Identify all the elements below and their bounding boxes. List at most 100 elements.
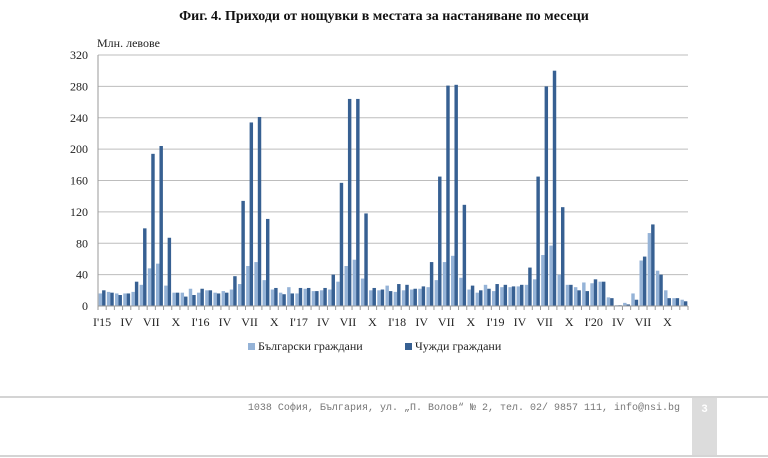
bar-foreign [315, 291, 319, 306]
y-tick-label: 280 [70, 79, 88, 93]
bar-bulgarian [434, 280, 439, 306]
bar-foreign [233, 276, 237, 306]
x-tick-label: X [172, 315, 181, 329]
x-tick-label: IV [415, 315, 428, 329]
bar-foreign [102, 290, 106, 306]
bar-foreign [225, 292, 229, 306]
bar-bulgarian [573, 287, 578, 306]
y-tick-label: 240 [70, 111, 88, 125]
bar-foreign [257, 116, 262, 306]
bar-foreign [438, 176, 442, 306]
bar-foreign [282, 294, 286, 306]
bar-bulgarian [147, 268, 152, 306]
legend-swatch-bulgarian [248, 343, 255, 350]
bar-foreign [413, 288, 417, 306]
bar-bulgarian [647, 233, 652, 306]
bar-bulgarian [516, 286, 521, 306]
y-tick-label: 80 [76, 236, 88, 250]
bar-bulgarian [319, 290, 324, 306]
bar-foreign [175, 292, 180, 306]
bar-foreign [421, 286, 426, 306]
bar-foreign [216, 293, 221, 306]
bar-bulgarian [254, 262, 258, 306]
x-tick-label: VII [241, 315, 258, 329]
x-tick-label: X [368, 315, 377, 329]
bar-foreign [577, 290, 581, 306]
bar-foreign [397, 284, 401, 306]
bar-bulgarian [123, 293, 127, 306]
bar-foreign [143, 228, 147, 306]
bar-bulgarian [246, 266, 250, 306]
bar-bulgarian [606, 297, 611, 306]
x-tick-label: I'20 [585, 315, 603, 329]
bar-bulgarian [139, 284, 144, 306]
bar-foreign [388, 291, 393, 306]
bar-foreign [306, 287, 311, 306]
bar-bulgarian [287, 287, 291, 306]
bar-bulgarian [549, 245, 553, 306]
bar-bulgarian [237, 284, 242, 306]
bar-foreign [151, 153, 155, 306]
x-tick-label: I'16 [191, 315, 209, 329]
bar-foreign [331, 274, 335, 307]
legend-item-foreign: Чужди граждани [405, 339, 501, 354]
bar-bulgarian [565, 284, 570, 306]
bar-foreign [241, 200, 245, 306]
bar-foreign [290, 293, 295, 306]
bar-bulgarian [598, 281, 602, 306]
bar-foreign [462, 204, 467, 306]
bar-bulgarian [483, 284, 488, 306]
bar-foreign [675, 298, 680, 306]
bar-bulgarian [639, 260, 643, 306]
legend-item-bulgarian: Български граждани [248, 339, 363, 354]
bar-bulgarian [295, 293, 299, 306]
bar-bulgarian [270, 289, 275, 306]
bar-bulgarian [336, 281, 340, 306]
bar-foreign [323, 287, 327, 306]
bar-foreign [487, 288, 491, 306]
x-tick-label: I'15 [93, 315, 111, 329]
page-number: 3 [692, 398, 717, 455]
chart-title: Фиг. 4. Приходи от нощувки в местата за … [179, 9, 589, 24]
bar-bulgarian [590, 283, 594, 306]
bar-bulgarian [541, 255, 545, 306]
x-tick-label: VII [635, 315, 652, 329]
bar-foreign [593, 279, 598, 306]
bar-bulgarian [467, 289, 471, 306]
x-tick-label: IV [612, 315, 625, 329]
bar-bulgarian [115, 293, 119, 306]
bar-foreign [347, 98, 352, 307]
bar-bulgarian [172, 292, 176, 306]
y-tick-label: 160 [70, 174, 88, 188]
bar-bulgarian [410, 289, 414, 306]
bar-bulgarian [205, 290, 209, 306]
bar-foreign [503, 284, 508, 306]
bar-foreign [126, 293, 131, 306]
bar-foreign [429, 262, 434, 306]
bar-foreign [585, 291, 590, 306]
bar-bulgarian [451, 255, 455, 306]
x-tick-label: I'18 [388, 315, 406, 329]
bar-bulgarian [221, 291, 226, 306]
bar-bulgarian [664, 290, 668, 306]
bar-bulgarian [385, 285, 389, 306]
bar-bulgarian [131, 291, 135, 306]
bar-bulgarian [631, 293, 635, 306]
x-tick-label: IV [219, 315, 232, 329]
bar-foreign [520, 284, 524, 306]
bar-foreign [372, 287, 376, 306]
bar-foreign [446, 85, 450, 306]
x-tick-label: VII [438, 315, 455, 329]
bar-foreign [528, 267, 532, 306]
bar-foreign [642, 256, 647, 306]
bar-foreign [569, 284, 573, 306]
bar-bulgarian [401, 290, 406, 306]
bar-bulgarian [156, 263, 160, 306]
footer-bottom-divider [0, 455, 768, 457]
y-tick-label: 0 [82, 299, 88, 313]
bar-bulgarian [393, 291, 398, 306]
bar-bulgarian [303, 288, 307, 306]
y-axis-label: Млн. левове [97, 36, 160, 50]
bar-bulgarian [418, 288, 422, 306]
bar-bulgarian [106, 291, 111, 306]
